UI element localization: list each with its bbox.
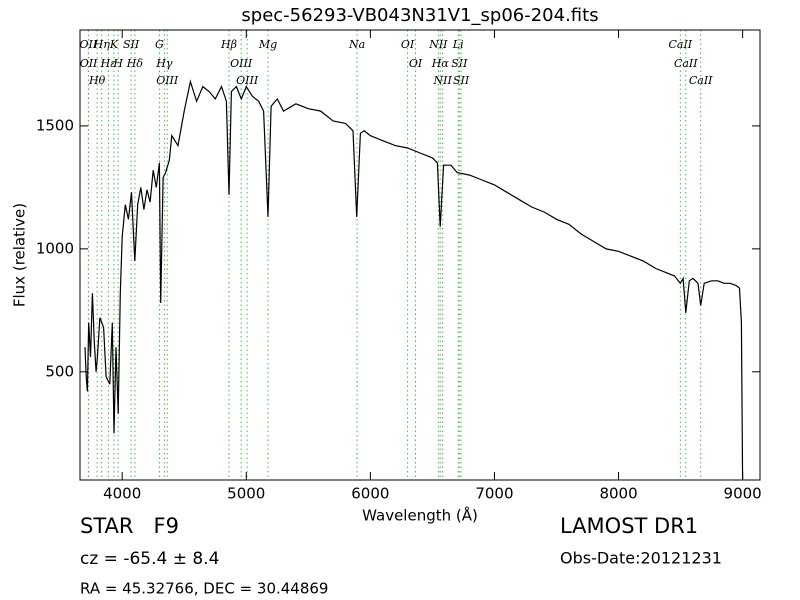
survey: LAMOST DR1 [560, 514, 698, 538]
spectral-line-label: Hα [431, 57, 450, 70]
chart-title: spec-56293-VB043N31V1_sp06-204.fits [241, 5, 598, 26]
spectral-line-label: NII [433, 74, 453, 87]
spectral-line-label: CaII [689, 74, 713, 87]
spectral-line-label: Mg [258, 38, 277, 51]
x-tick-label: 6000 [351, 485, 389, 503]
spectral-line-label: OI [409, 57, 423, 70]
spectral-line-label: Hγ [155, 57, 173, 70]
spectral-line-label: CaII [668, 38, 692, 51]
spectral-line-label: CaII [674, 57, 698, 70]
spectral-line-label: OI [401, 38, 415, 51]
spectral-line-label: Li [452, 38, 464, 51]
spectral-line-label: Na [348, 38, 365, 51]
x-tick-label: 8000 [599, 485, 637, 503]
spectral-line-label: SII [451, 57, 468, 70]
x-axis-label: Wavelength (Å) [362, 506, 478, 525]
spectral-line-label: SII [123, 38, 140, 51]
plot-frame [79, 29, 761, 481]
x-tick-label: 9000 [724, 485, 762, 503]
x-tick-label: 5000 [227, 485, 265, 503]
spectral-line-label: NII [428, 38, 448, 51]
spectrum-line [84, 79, 744, 480]
y-axis-label: Flux (relative) [11, 203, 29, 307]
y-tick-label: 1500 [36, 116, 74, 134]
spectral-line-label: Hβ [220, 38, 237, 51]
spectral-line-label: OIII [230, 57, 253, 70]
spectral-line-label: Hε [100, 57, 117, 70]
y-tick-label: 500 [45, 362, 74, 380]
object-class: STAR F9 [80, 514, 179, 538]
redshift: cz = -65.4 ± 8.4 [80, 549, 219, 569]
spectral-line-label: H [112, 57, 123, 70]
spectral-line-label: SII [453, 74, 470, 87]
spectral-line-label: Hδ [126, 57, 144, 70]
obs-date: Obs-Date:20121231 [560, 549, 722, 568]
spectral-line-label: Hθ [88, 74, 106, 87]
spectral-line-label: OII [80, 57, 98, 70]
spectral-line-label: G [155, 38, 164, 51]
x-tick-label: 7000 [475, 485, 513, 503]
spectral-line-label: OIII [156, 74, 179, 87]
spectral-line-label: K [109, 38, 119, 51]
y-tick-label: 1000 [36, 239, 74, 257]
coordinates: RA = 45.32766, DEC = 30.44869 [80, 580, 328, 598]
spectral-line-label: Hη [93, 38, 111, 51]
spectral-line-label: OIII [236, 74, 259, 87]
x-tick-label: 4000 [103, 485, 141, 503]
